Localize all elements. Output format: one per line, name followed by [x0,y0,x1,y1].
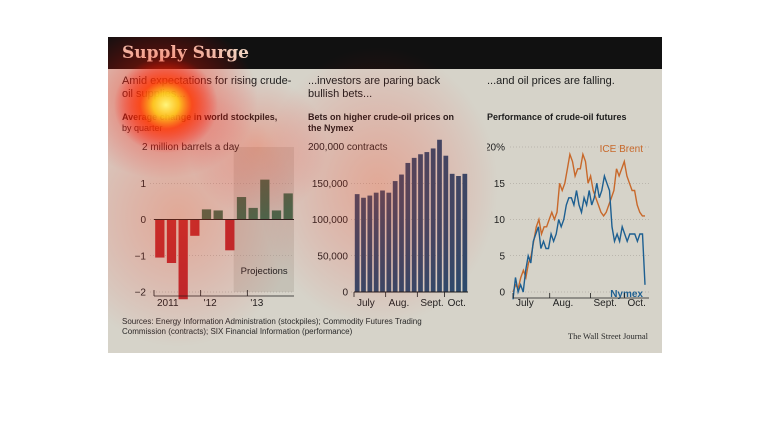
bar [155,219,165,258]
bar [430,148,436,292]
x-tick-label: Oct. [448,298,466,309]
x-tick-label: July [516,298,534,309]
infographic-card: Supply Surge Amid expectations for risin… [108,37,662,353]
bar [236,197,247,220]
stockpiles-chart: Projections 2 million barrels a day 1 0 −1 −2… [135,142,294,309]
panel-futures: ...and oil prices are falling. Performan… [487,69,652,353]
x-tick-label: '13 [250,298,263,309]
panel-subtitle-2: by quarter [122,123,163,133]
series-line [512,173,646,300]
bar [449,173,455,292]
bar [201,209,212,220]
bar [373,192,379,292]
y-tick-label: 0 [140,215,146,226]
unit-label: 2 million barrels a day [142,142,239,153]
bar [225,219,235,251]
futures-chart: 20% 15 10 5 0 ICE Brent Nymex July Aug. Sept. Oct. [487,143,649,309]
bar [456,176,461,292]
y-tick-label: 5 [499,251,505,262]
x-tick-label: Aug. [553,298,574,309]
bar [424,152,430,292]
title-bar: Supply Surge [108,37,662,69]
legend-label: Nymex [610,289,643,300]
panel-contracts: ...investors are paring back bullish bet… [308,69,473,353]
sources-note: Sources: Energy Information Administrati… [122,317,422,336]
y-tick-label: 20% [487,143,505,154]
panel-subtitle: Bets on higher crude-oil prices on the N… [308,112,455,133]
y-tick-label: 10 [494,215,506,226]
panel-stockpiles: Amid expectations for rising crude-oil s… [122,69,297,353]
bar [178,219,188,300]
bar [271,210,282,220]
page-title: Supply Surge [122,43,249,63]
bar [283,193,293,220]
bar [405,162,411,292]
y-tick-label: 150,000 [312,179,349,190]
bar [443,155,449,292]
credit-line: The Wall Street Journal [567,331,648,341]
x-tick-label: Aug. [389,298,410,309]
panel-heading: ...and oil prices are falling. [487,75,615,87]
bar [260,179,270,220]
x-tick-label: Oct. [628,298,646,309]
y-tick-label: 100,000 [312,215,349,226]
bar [248,207,258,220]
legend-label: ICE Brent [600,144,644,155]
bar [213,210,223,220]
projection-label: Projections [241,266,288,277]
y-tick-label: 0 [499,288,505,299]
panel-heading: Amid expectations for rising crude-oil s… [122,75,292,100]
y-tick-label: −1 [135,251,147,262]
x-tick-label: July [357,298,375,309]
bar [361,197,366,292]
panel-subtitle: Average change in world stockpiles, [122,112,278,122]
panel-heading: ...investors are paring back bullish bet… [308,75,441,100]
bar [166,219,177,263]
bar [399,174,404,292]
contracts-chart: 200,000 contracts 150,000 100,000 50,000 0 Ju… [308,139,468,309]
bar [354,194,360,292]
bar [462,173,468,292]
x-tick-label: 2011 [157,298,179,309]
bar [386,192,392,292]
bar [392,181,398,292]
x-tick-label: '12 [204,298,217,309]
series-line [512,151,645,293]
y-tick-label: 50,000 [317,251,348,262]
x-tick-label: Sept. [594,298,617,309]
bar [411,157,417,292]
y-tick-label: 15 [494,179,506,190]
bar [418,154,423,292]
y-tick-label: 1 [140,179,146,190]
bar [437,139,442,292]
bar [367,195,373,292]
x-tick-label: Sept. [420,298,443,309]
panel-subtitle: Performance of crude-oil futures [487,112,627,122]
y-tick-label: 0 [342,288,348,299]
bar [380,190,385,292]
bar [190,219,200,236]
unit-label: 200,000 contracts [308,142,388,153]
y-tick-label: −2 [135,288,147,299]
